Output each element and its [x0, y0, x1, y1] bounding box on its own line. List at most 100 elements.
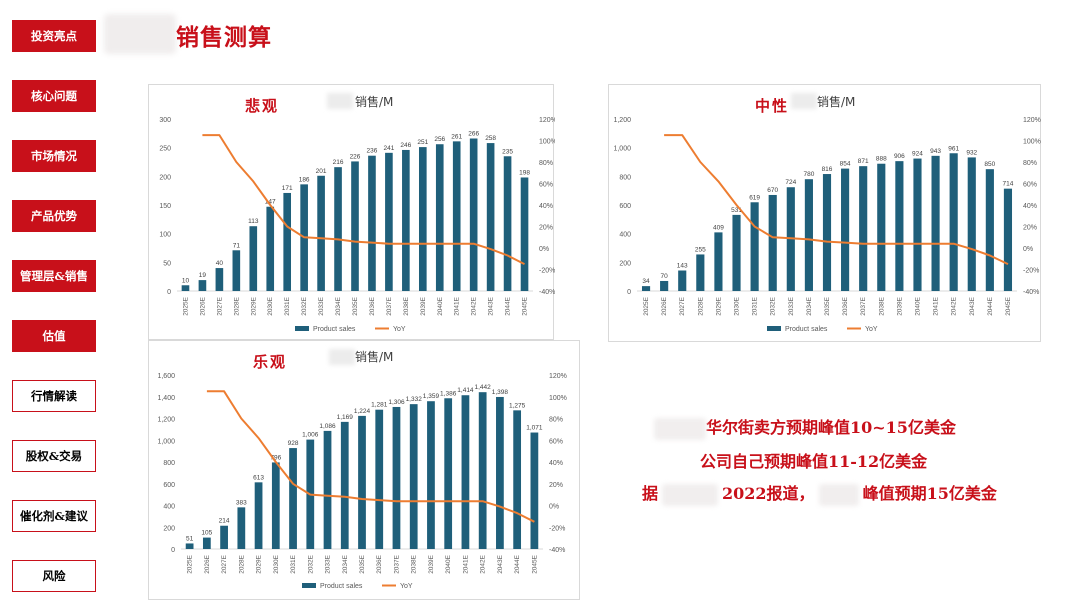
x-tick-label: 2027E — [216, 296, 223, 315]
x-tick-label: 2043E — [488, 296, 495, 315]
bar — [841, 168, 850, 291]
x-tick-label: 2041E — [454, 296, 461, 315]
bar — [323, 430, 332, 549]
data-label: 383 — [236, 499, 247, 506]
data-label: 51 — [186, 535, 194, 542]
bar — [181, 285, 190, 291]
data-label: 147 — [265, 199, 276, 206]
bar — [513, 410, 522, 549]
x-tick-label: 2027E — [679, 296, 686, 315]
y-tick-label: 50 — [163, 260, 171, 267]
data-label: 619 — [749, 194, 760, 201]
y-tick-label: 600 — [163, 482, 175, 489]
y2-tick-label: 60% — [539, 182, 553, 189]
x-tick-label: 2031E — [284, 296, 291, 315]
bar — [237, 507, 246, 549]
bar — [215, 268, 224, 291]
x-tick-label: 2029E — [250, 296, 257, 315]
y2-tick-label: -40% — [549, 547, 565, 554]
y-tick-label: 1,400 — [157, 395, 175, 402]
x-tick-label: 2032E — [307, 554, 314, 573]
x-tick-label: 2025E — [187, 554, 194, 573]
bar — [931, 155, 940, 291]
x-tick-label: 2030E — [734, 296, 741, 315]
y-tick-label: 1,200 — [613, 117, 631, 124]
y-tick-label: 1,600 — [157, 373, 175, 380]
bar — [351, 161, 359, 291]
data-label: 928 — [288, 440, 299, 447]
bar — [895, 161, 904, 291]
x-tick-label: 2028E — [233, 296, 240, 315]
x-tick-label: 2034E — [806, 296, 813, 315]
legend-swatch-sales — [767, 326, 781, 331]
x-tick-label: 2037E — [860, 296, 867, 315]
nav-item-catalysts[interactable]: 催化剂&建议 — [12, 500, 96, 532]
x-tick-label: 2035E — [359, 554, 366, 573]
chart-panel-optimistic: 0 200 400 600 800 1,000 1,200 1,400 1,600 -40% -20… — [148, 340, 580, 600]
data-label: 1,281 — [371, 402, 388, 409]
data-label: 1,359 — [423, 393, 440, 400]
x-tick-label: 2040E — [914, 296, 921, 315]
nav-item-core-issues[interactable]: 核心问题 — [12, 80, 96, 112]
data-label: 943 — [930, 148, 941, 155]
nav-item-equity-trading[interactable]: 股权&交易 — [12, 440, 96, 472]
y2-tick-label: 60% — [549, 438, 563, 445]
chart-title: 销售/M — [817, 95, 856, 109]
nav-item-risks[interactable]: 风险 — [12, 560, 96, 592]
x-tick-label: 2032E — [301, 296, 308, 315]
x-tick-label: 2027E — [221, 554, 228, 573]
nav-item-market[interactable]: 市场情况 — [12, 140, 96, 172]
bar — [232, 250, 241, 291]
x-tick-label: 2033E — [325, 554, 332, 573]
data-label: 171 — [282, 185, 293, 192]
chart-neutral: 0 200 400 600 800 1,000 1,200 -40% -20% 0% 20% 40% 6… — [613, 117, 1040, 333]
x-tick-label: 2028E — [697, 296, 704, 315]
x-tick-label: 2034E — [342, 554, 349, 573]
legend-swatch-sales — [302, 583, 316, 588]
scenario-label: 悲观 — [245, 97, 280, 115]
x-tick-label: 2036E — [376, 554, 383, 573]
bar — [283, 192, 292, 291]
x-tick-label: 2034E — [335, 296, 342, 315]
bar — [967, 157, 976, 291]
note-line-3-prefix: 据 — [642, 484, 659, 503]
nav-item-product-advantage[interactable]: 产品优势 — [12, 200, 96, 232]
nav-item-price-action[interactable]: 行情解读 — [12, 380, 96, 412]
data-label: 261 — [451, 133, 462, 140]
data-label: 34 — [642, 278, 650, 285]
x-tick-label: 2032E — [770, 296, 777, 315]
data-label: 1,006 — [302, 432, 319, 439]
data-label: 201 — [316, 168, 327, 175]
data-label: 906 — [894, 153, 905, 160]
data-label: 780 — [803, 171, 814, 178]
x-tick-label: 2035E — [352, 296, 359, 315]
bar — [678, 270, 687, 291]
y2-tick-label: 0% — [539, 246, 549, 253]
nav-item-investment-highlights[interactable]: 投资亮点 — [12, 20, 96, 52]
data-label: 670 — [767, 187, 778, 194]
nav-item-management-sales[interactable]: 管理层&销售 — [12, 260, 96, 292]
redacted-drug-name — [329, 349, 355, 365]
note-company: 公司自己预期峰值11-12亿美金 — [700, 448, 927, 472]
data-label: 932 — [966, 149, 977, 156]
y-tick-label: 200 — [619, 260, 631, 267]
chart-panel-pessimistic: 0 50 100 150 200 250 300 -40% -20% 0% 20% 40% 60% 80%… — [148, 84, 555, 340]
bar — [385, 152, 393, 291]
bar — [641, 286, 651, 291]
bar — [266, 206, 275, 291]
chart-title: 销售/M — [355, 95, 394, 109]
scenario-label: 乐观 — [253, 353, 288, 371]
x-tick-label: 2038E — [411, 554, 418, 573]
x-tick-label: 2038E — [403, 296, 410, 315]
y2-tick-label: 40% — [1023, 203, 1037, 210]
y2-tick-label: -20% — [1023, 268, 1039, 275]
data-label: 246 — [400, 142, 411, 149]
nav-item-valuation[interactable]: 估值 — [12, 320, 96, 352]
y2-tick-label: 120% — [549, 373, 567, 380]
bar — [732, 214, 741, 291]
data-label: 71 — [233, 242, 241, 249]
yoy-line — [664, 134, 1009, 266]
y-tick-label: 400 — [163, 504, 175, 511]
bar — [696, 254, 705, 291]
legend-swatch-sales — [295, 326, 309, 331]
